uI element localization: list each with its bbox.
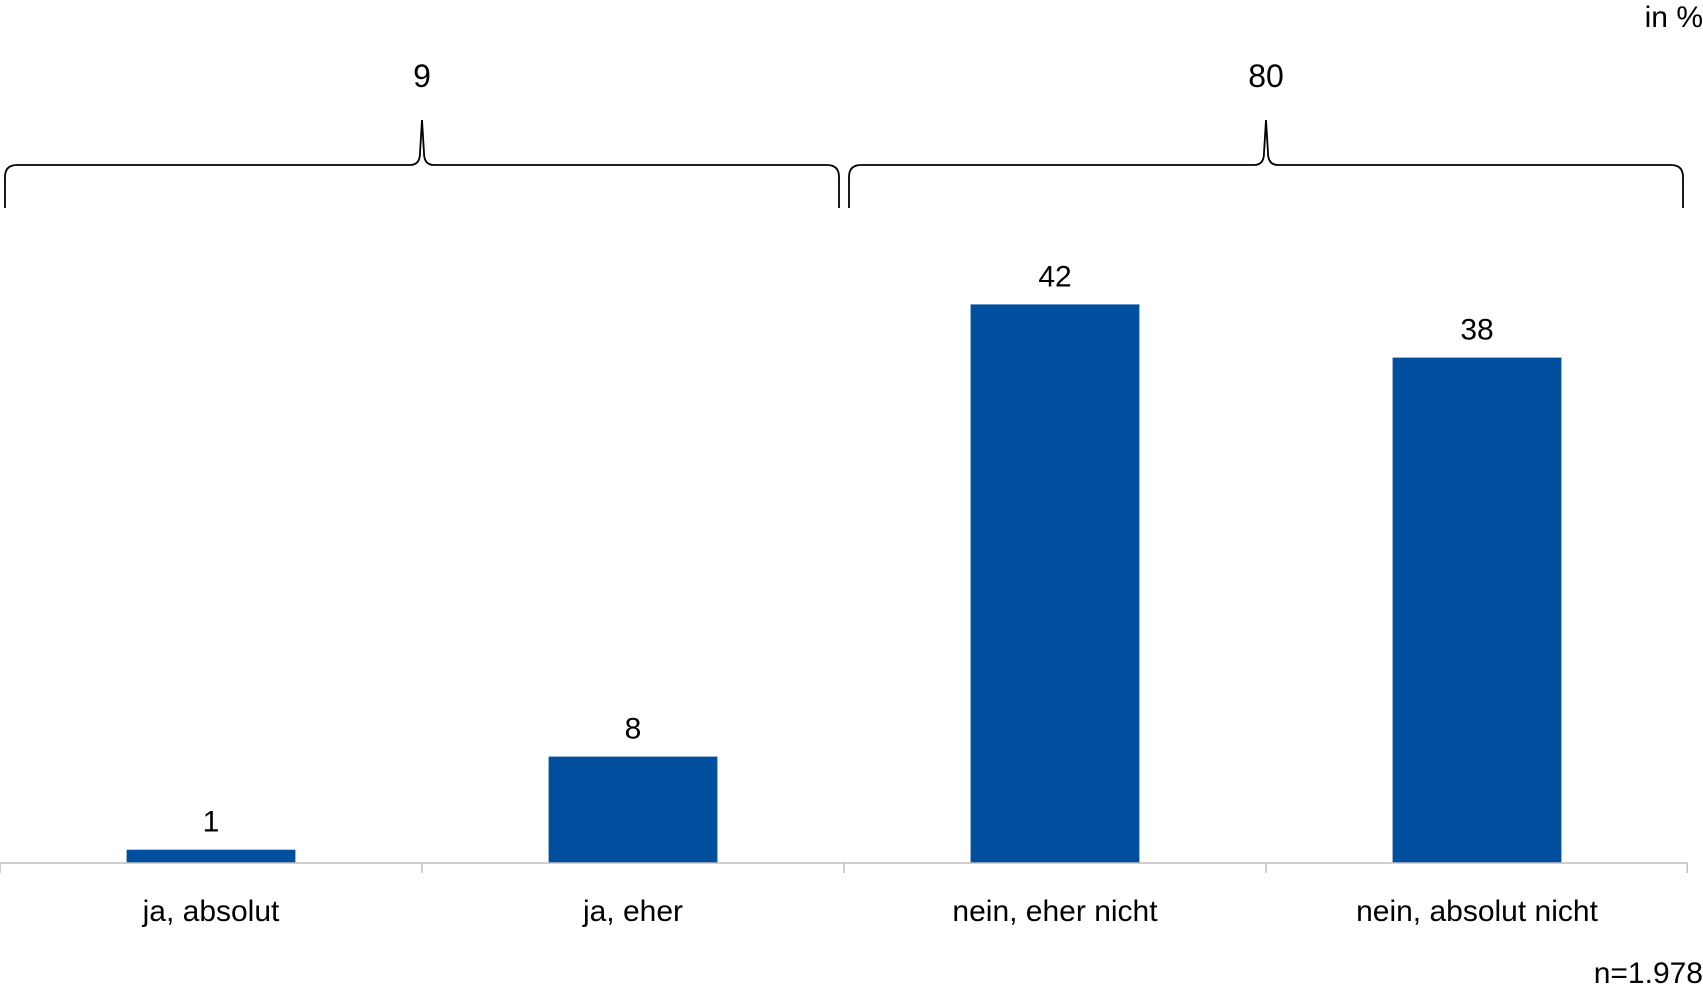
- value-labels-group: 1 8 42 38: [203, 260, 1494, 838]
- value-label: 38: [1460, 314, 1493, 347]
- category-label: ja, eher: [582, 895, 683, 928]
- value-label: 42: [1038, 260, 1071, 293]
- group-total-label: 9: [413, 58, 431, 94]
- group-bracket: [4, 119, 840, 208]
- x-axis-ticks: [0, 863, 1688, 873]
- category-label: nein, absolut nicht: [1356, 895, 1598, 928]
- bars-group: [126, 304, 1562, 863]
- group-total-label: 80: [1248, 58, 1284, 94]
- group-bracket: [848, 119, 1684, 208]
- category-label: nein, eher nicht: [952, 895, 1158, 928]
- sample-size-label: n=1.978: [1593, 957, 1703, 990]
- group-brackets: 9 80: [4, 58, 1684, 208]
- bar-1: [126, 849, 296, 863]
- bar-4: [1392, 357, 1562, 863]
- value-label: 1: [203, 806, 220, 839]
- unit-label: in %: [1644, 1, 1703, 34]
- bar-2: [548, 756, 718, 863]
- value-label: 8: [625, 713, 642, 746]
- category-label: ja, absolut: [142, 895, 280, 928]
- category-labels-group: ja, absolut ja, eher nein, eher nicht nein,…: [142, 895, 1599, 928]
- bar-3: [970, 304, 1140, 863]
